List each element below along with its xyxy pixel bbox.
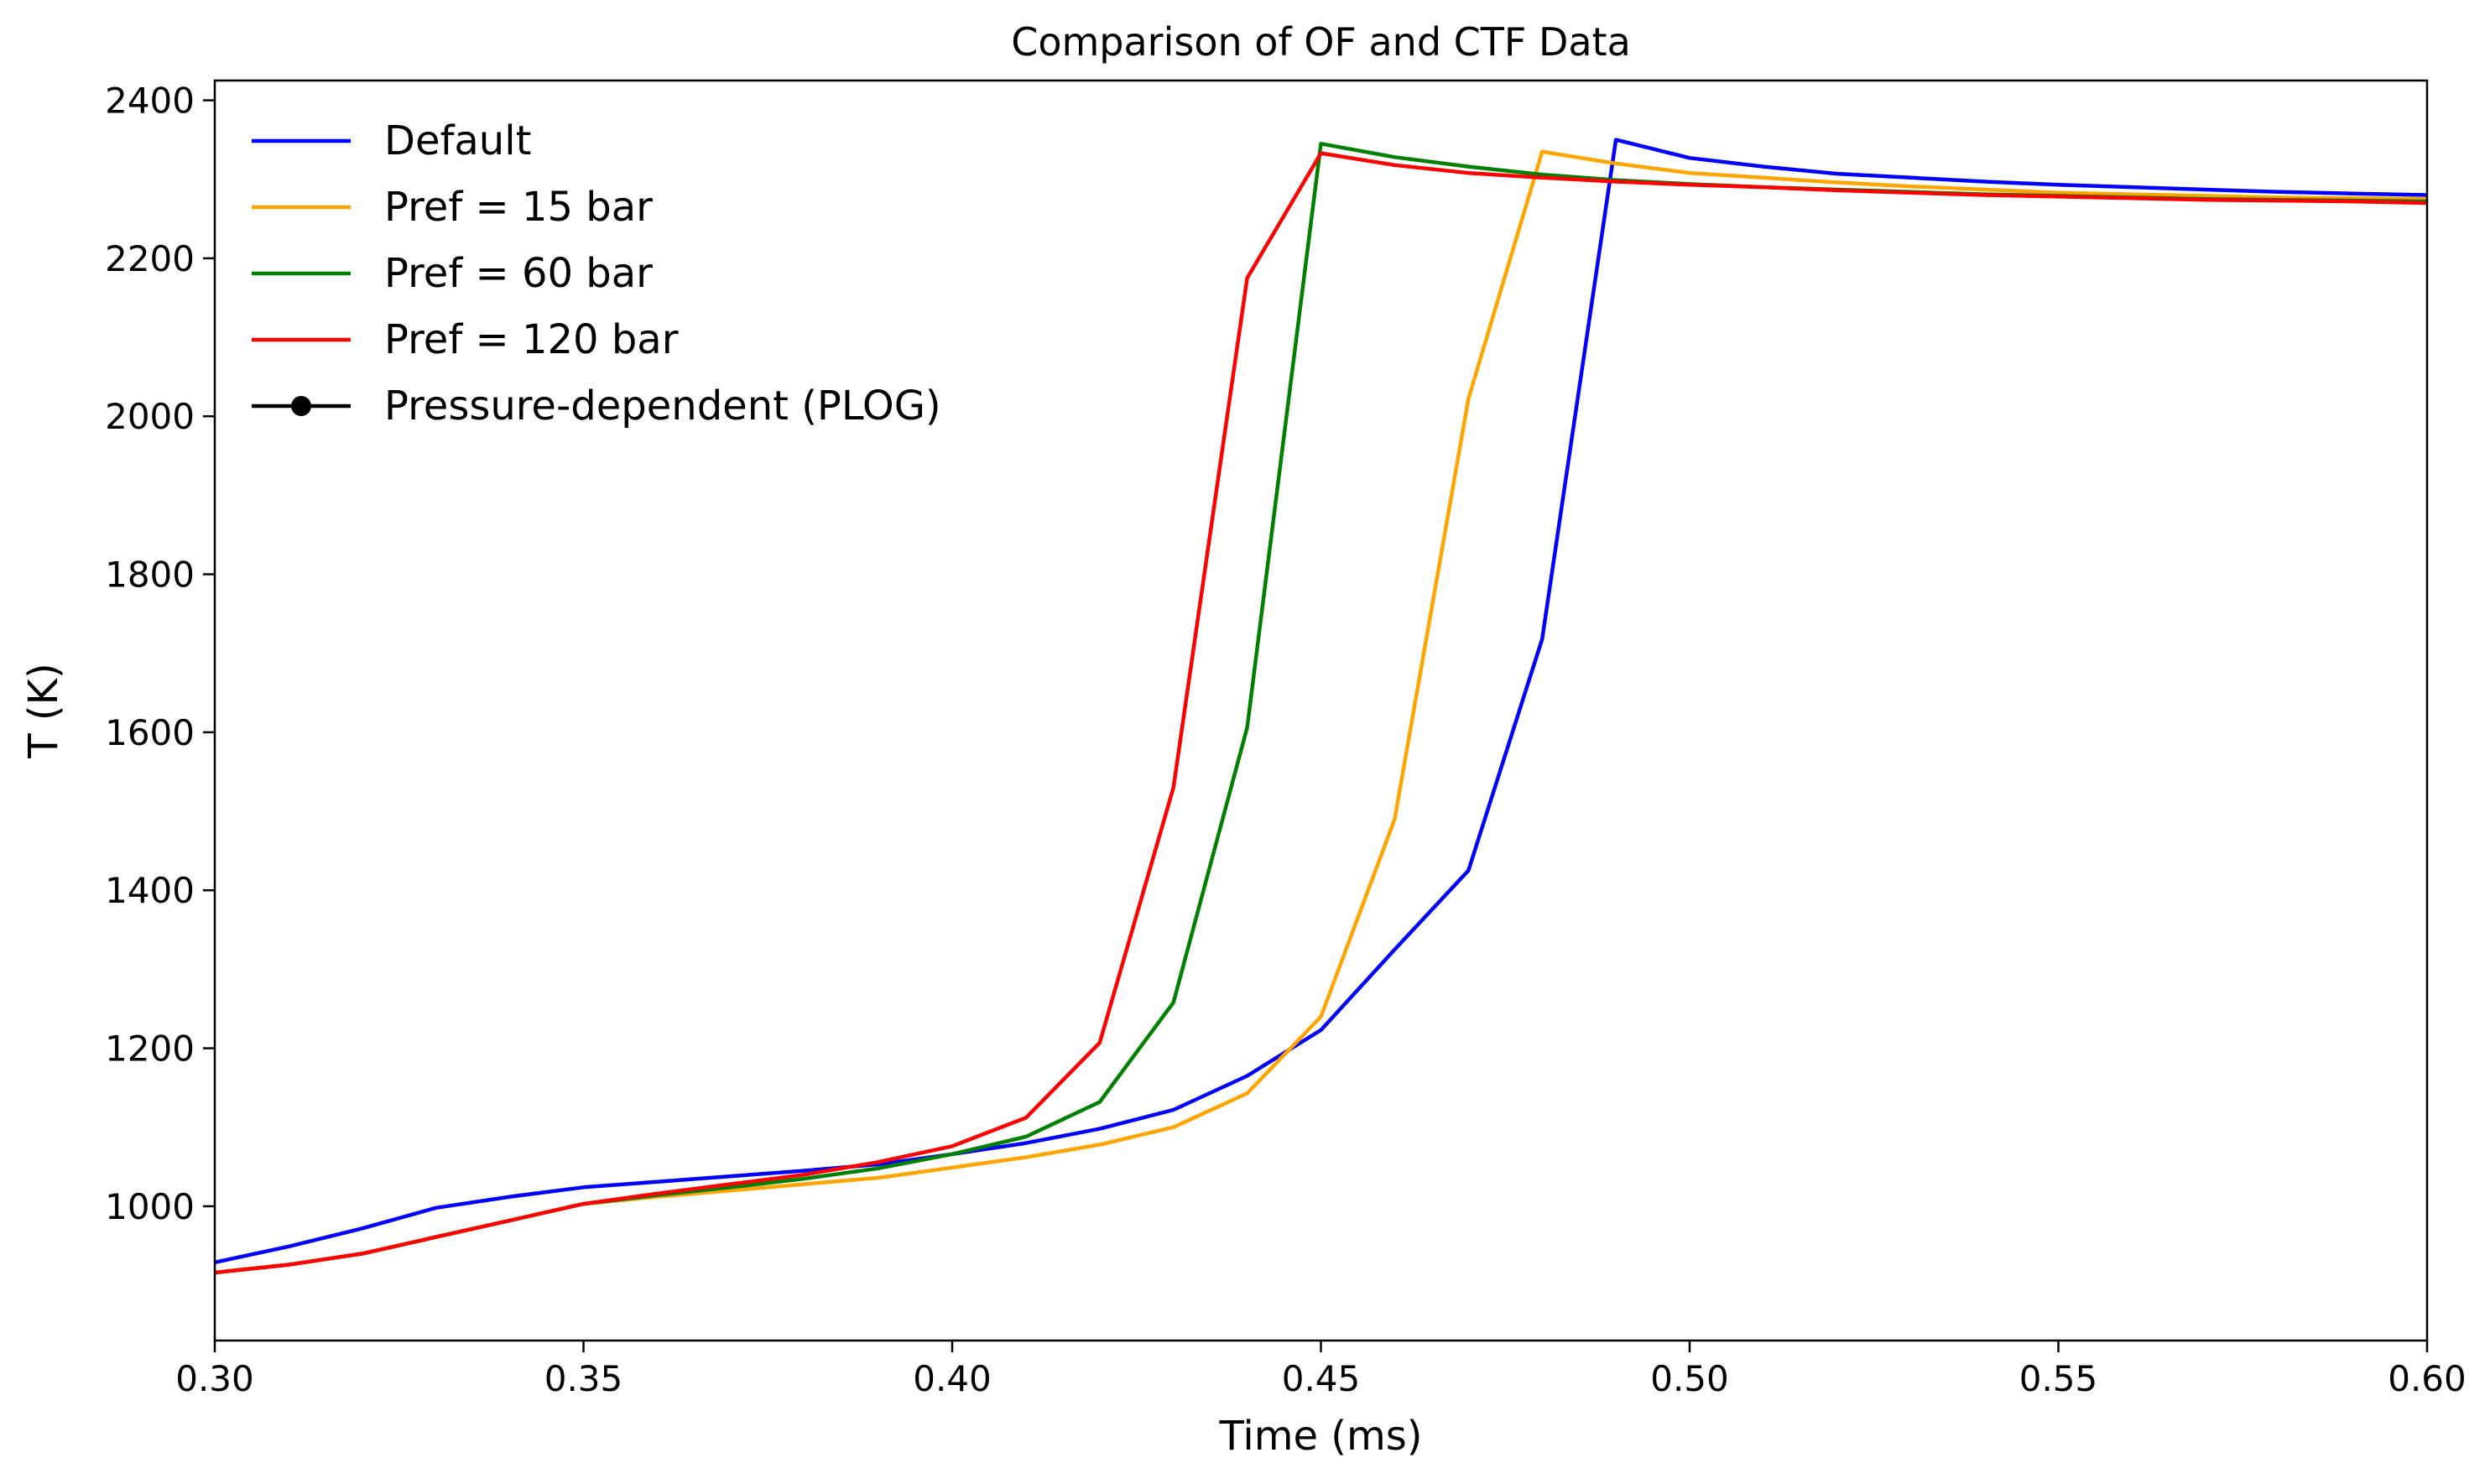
- x-tick-label: 0.60: [2388, 1358, 2467, 1399]
- x-tick-label: 0.40: [913, 1358, 992, 1399]
- x-tick-label: 0.45: [1282, 1358, 1361, 1399]
- legend-label: Pressure-dependent (PLOG): [384, 383, 941, 430]
- legend-label: Pref = 120 bar: [384, 316, 679, 363]
- y-axis-label: T (K): [20, 663, 67, 759]
- y-tick-label: 1400: [105, 870, 195, 911]
- legend-label: Pref = 60 bar: [384, 250, 653, 297]
- y-tick-label: 1200: [105, 1028, 195, 1070]
- x-axis: 0.30 0.35 0.40 0.45 0.50 0.55 0.60: [175, 1341, 2467, 1399]
- x-tick-label: 0.55: [2019, 1358, 2098, 1399]
- y-tick-label: 1800: [105, 555, 195, 596]
- legend-label: Pref = 15 bar: [384, 184, 653, 231]
- legend-label: Default: [384, 117, 531, 164]
- legend-marker: [291, 396, 311, 416]
- legend-entry: Pressure-dependent (PLOG): [252, 383, 941, 430]
- y-axis: 1000 1200 1400 1600 1800 2000 2200 2400: [105, 81, 215, 1227]
- chart-title: Comparison of OF and CTF Data: [1011, 19, 1631, 65]
- series-layer: [215, 138, 2427, 1275]
- x-tick-label: 0.35: [544, 1358, 623, 1399]
- y-tick-label: 2400: [105, 81, 195, 122]
- legend-entry: Pref = 120 bar: [252, 316, 679, 363]
- legend-entry: Default: [252, 117, 531, 164]
- y-tick-label: 2200: [105, 238, 195, 279]
- x-tick-label: 0.50: [1650, 1358, 1729, 1399]
- y-tick-label: 1000: [105, 1186, 195, 1227]
- legend: Default Pref = 15 bar Pref = 60 bar Pref = …: [252, 117, 941, 430]
- series-line-4: [215, 151, 2427, 1275]
- series-line-1: [215, 138, 2427, 1265]
- legend-entry: Pref = 60 bar: [252, 250, 653, 297]
- y-tick-label: 2000: [105, 396, 195, 437]
- x-tick-label: 0.30: [175, 1358, 254, 1399]
- legend-entry: Pref = 15 bar: [252, 184, 653, 231]
- x-axis-label: Time (ms): [1219, 1413, 1423, 1460]
- y-tick-label: 1600: [105, 712, 195, 753]
